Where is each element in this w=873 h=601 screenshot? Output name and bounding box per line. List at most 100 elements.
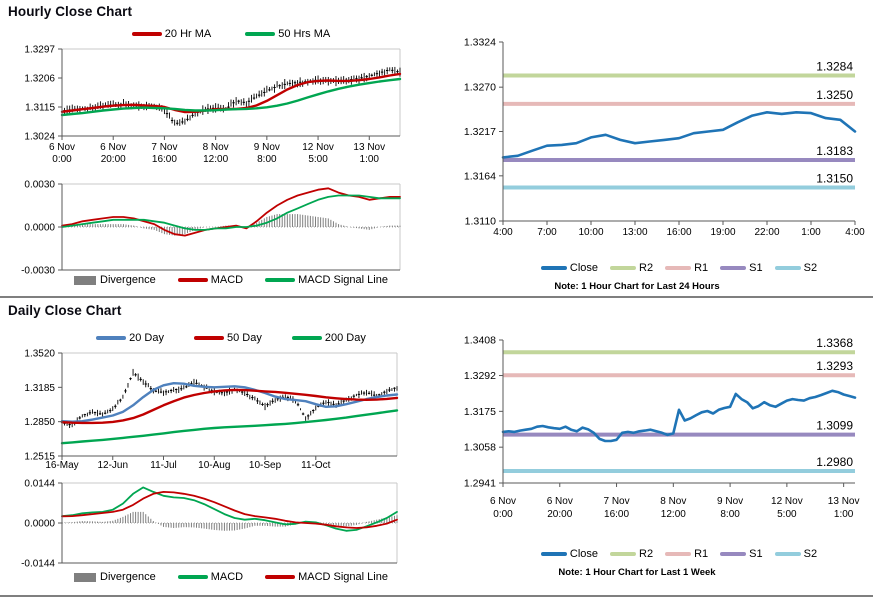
x-tick-label: 6 Nov (490, 496, 516, 507)
y-tick-label: 1.2515 (24, 452, 55, 463)
legend-item-s1: S1 (720, 262, 763, 274)
y-tick-label: 0.0000 (24, 223, 55, 234)
x-tick-label: 16-May (45, 460, 78, 471)
legend-item-r1: R1 (665, 262, 708, 274)
x-tick-label: 16:00 (666, 227, 691, 238)
y-tick-label: 1.3206 (24, 74, 55, 85)
series-line-20-day (60, 382, 399, 423)
x-tick-label: 9 Nov (254, 142, 280, 153)
series-line-macd-signal-line (61, 490, 398, 529)
legend-label: R2 (639, 548, 654, 560)
legend-label: S2 (803, 548, 818, 560)
legend-item-close: Close (540, 262, 599, 274)
legend-label: S1 (749, 548, 763, 560)
legend-label: MACD (210, 274, 244, 286)
x-tick-label: 6 Nov (100, 142, 126, 153)
x-tick-label: 19:00 (710, 227, 735, 238)
legend-item-macd: MACD (177, 274, 244, 286)
ma-200day-swatch-icon (291, 336, 322, 340)
series-line-close (501, 389, 857, 443)
y-tick-label: 0.0030 (24, 180, 55, 191)
s2-swatch-icon (774, 266, 801, 270)
level-label-r2: 1.3368 (816, 336, 853, 350)
series-line-200-day (60, 409, 399, 445)
y-tick-label: 0.0144 (24, 479, 55, 490)
x-tick-label: 20:00 (101, 154, 126, 165)
legend-item-20day-ma: 20 Day (96, 332, 164, 344)
level-label-s2: 1.3150 (816, 172, 853, 186)
x-tick-label: 22:00 (754, 227, 779, 238)
legend-item-s2: S2 (774, 548, 818, 560)
x-tick-label: 12:00 (203, 154, 228, 165)
x-tick-label: 1:00 (801, 227, 821, 238)
x-tick-label: 12:00 (661, 509, 686, 520)
hourly-macd-chart: 0.0030 0.0000 -0.0030 (21, 180, 401, 277)
legend-item-divergence: Divergence (74, 571, 156, 583)
legend-label: Divergence (100, 274, 156, 286)
x-tick-label: 12 Nov (302, 142, 334, 153)
hourly-ma-legend: 20 Hr MA 50 Hrs MA (62, 27, 400, 41)
series-line-close (501, 111, 857, 159)
y-tick-label: 1.3024 (24, 132, 55, 143)
hourly-pivot-legend: Close R2 R1 S1 S2 (499, 261, 859, 275)
s2-swatch-icon (774, 552, 801, 556)
divergence-swatch-icon (74, 572, 97, 582)
series-line-macd-signal-line (61, 194, 401, 231)
legend-label: R2 (639, 262, 654, 274)
x-tick-label: 5:00 (308, 154, 328, 165)
x-tick-label: 13 Nov (353, 142, 385, 153)
x-tick-label: 11-Oct (301, 460, 330, 471)
y-tick-label: 1.2941 (464, 478, 496, 490)
legend-label: 50 Day (227, 332, 262, 344)
x-tick-label: 8 Nov (203, 142, 229, 153)
legend-label: Close (569, 262, 599, 274)
legend-item-50hr-ma: 50 Hrs MA (245, 28, 330, 40)
y-tick-label: 1.3408 (464, 335, 496, 347)
y-tick-label: 1.3324 (464, 37, 496, 49)
ma-50hr-swatch-icon (245, 32, 276, 36)
legend-item-r2: R2 (610, 548, 653, 560)
bottom-divider (0, 595, 873, 597)
legend-item-macd-signal: MACD Signal Line (265, 274, 388, 286)
legend-item-s2: S2 (774, 262, 818, 274)
y-tick-label: 1.3115 (25, 103, 55, 114)
x-tick-label: 8 Nov (660, 496, 686, 507)
y-tick-label: 1.3185 (24, 383, 55, 394)
x-tick-label: 0:00 (493, 509, 513, 520)
x-tick-label: 8:00 (257, 154, 277, 165)
legend-item-50day-ma: 50 Day (194, 332, 262, 344)
x-tick-label: 8:00 (720, 509, 740, 520)
macd-swatch-icon (177, 575, 208, 579)
legend-item-r1: R1 (665, 548, 708, 560)
legend-item-r2: R2 (610, 262, 653, 274)
x-tick-label: 7:00 (537, 227, 557, 238)
section-divider (0, 296, 873, 298)
y-tick-label: 1.2850 (24, 417, 55, 428)
x-tick-label: 16:00 (152, 154, 177, 165)
legend-label: MACD Signal Line (298, 274, 388, 286)
x-tick-label: 11-Jul (150, 460, 177, 471)
level-label-r1: 1.3293 (816, 359, 853, 373)
legend-item-macd: MACD (177, 571, 243, 583)
x-tick-label: 7 Nov (151, 142, 177, 153)
macd-signal-swatch-icon (265, 575, 296, 579)
y-tick-label: 1.3058 (464, 442, 496, 454)
series-line-macd (61, 187, 401, 237)
legend-label: 200 Day (324, 332, 366, 344)
legend-label: S1 (749, 262, 763, 274)
daily-pivot-legend: Close R2 R1 S1 S2 (499, 547, 859, 561)
legend-item-divergence: Divergence (74, 274, 156, 286)
x-tick-label: 5:00 (777, 509, 797, 520)
close-swatch-icon (540, 552, 567, 556)
y-tick-label: 1.3175 (464, 406, 496, 418)
legend-label: R1 (694, 548, 709, 560)
s1-swatch-icon (720, 552, 747, 556)
daily-macd-chart: 0.0144 0.0000 -0.0144 (21, 479, 398, 570)
y-tick-label: 1.3292 (464, 370, 496, 382)
y-tick-label: 1.3270 (464, 82, 496, 94)
legend-label: S2 (803, 262, 818, 274)
level-label-s1: 1.3099 (816, 419, 853, 433)
y-tick-label: 1.3297 (24, 45, 55, 56)
x-tick-label: 16:00 (604, 509, 629, 520)
ma-20hr-swatch-icon (131, 32, 162, 36)
